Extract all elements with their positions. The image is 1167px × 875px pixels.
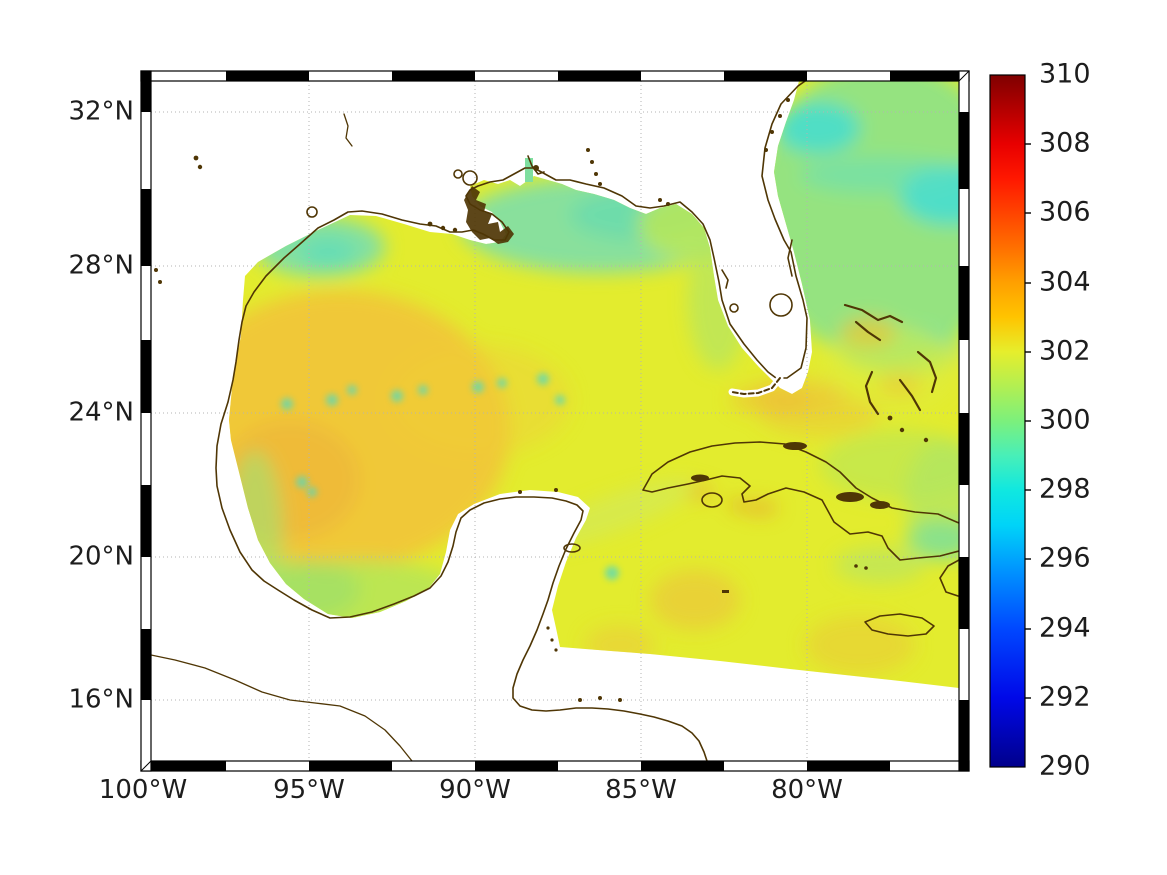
sst-field bbox=[229, 81, 959, 688]
lat-tick-label: 32°N bbox=[68, 97, 134, 127]
cozumel-outline bbox=[563, 543, 581, 553]
colorbar: 310 308 306 304 302 300 298 296 294 292 … bbox=[989, 59, 1091, 782]
lon-tick-label: 100°W bbox=[99, 775, 187, 805]
lon-tick-label: 85°W bbox=[605, 775, 677, 805]
lon-axis-labels: 100°W 95°W 90°W 85°W 80°W bbox=[99, 775, 843, 805]
lat-tick-label: 24°N bbox=[68, 398, 134, 428]
atlantic-cyan-blob bbox=[776, 102, 860, 154]
atlantic-green-blob bbox=[755, 81, 959, 360]
colorbar-tick-label: 296 bbox=[1039, 543, 1091, 574]
colorbar-tick-label: 308 bbox=[1039, 128, 1091, 159]
lon-tick-label: 95°W bbox=[273, 775, 345, 805]
lat-tick-label: 20°N bbox=[68, 542, 134, 572]
lon-tick-label: 90°W bbox=[439, 775, 511, 805]
mississippi-delta-marsh bbox=[464, 186, 514, 244]
colorbar-tick-label: 300 bbox=[1039, 405, 1091, 436]
lat-tick-label: 16°N bbox=[68, 685, 134, 715]
colorbar-tick-label: 298 bbox=[1039, 474, 1091, 505]
inland-river bbox=[343, 113, 353, 147]
colorbar-tick-label: 306 bbox=[1039, 197, 1091, 228]
isla-juventud-outline bbox=[701, 492, 723, 508]
colorbar-tick-label: 310 bbox=[1039, 59, 1091, 90]
mobile-bay-data-sliver bbox=[525, 158, 533, 182]
jamaica-coastline bbox=[864, 613, 935, 637]
lake-okeechobee-outline bbox=[769, 293, 793, 317]
caribbean-warm-blob bbox=[650, 570, 740, 630]
tampa-bay bbox=[721, 269, 729, 289]
pacific-coastline bbox=[151, 654, 413, 761]
graticule bbox=[151, 81, 959, 761]
map-frame bbox=[140, 70, 970, 772]
florida-keys bbox=[731, 377, 781, 395]
lon-tick-label: 80°W bbox=[771, 775, 843, 805]
island-specks bbox=[154, 98, 929, 702]
mainland-coastline bbox=[215, 81, 808, 761]
lat-axis-labels: 32°N 28°N 24°N 20°N 16°N bbox=[68, 97, 134, 715]
lake-pontchartrain bbox=[462, 170, 478, 186]
galveston-bay bbox=[306, 206, 318, 218]
colorbar-tick-label: 292 bbox=[1039, 682, 1091, 713]
colorbar-gradient bbox=[989, 74, 1026, 768]
colorbar-labels: 310 308 306 304 302 300 298 296 294 292 … bbox=[1039, 59, 1091, 782]
bahamas-coastlines bbox=[843, 303, 938, 416]
colorbar-tick-label: 304 bbox=[1039, 267, 1091, 298]
hispaniola-coastline bbox=[939, 559, 959, 597]
colorbar-tick-label: 290 bbox=[1039, 751, 1091, 782]
colorbar-ticks bbox=[1025, 143, 1031, 699]
colorbar-tick-label: 294 bbox=[1039, 613, 1091, 644]
lat-tick-label: 28°N bbox=[68, 251, 134, 281]
colorbar-tick-label: 302 bbox=[1039, 336, 1091, 367]
canaveral-barrier bbox=[787, 239, 793, 277]
